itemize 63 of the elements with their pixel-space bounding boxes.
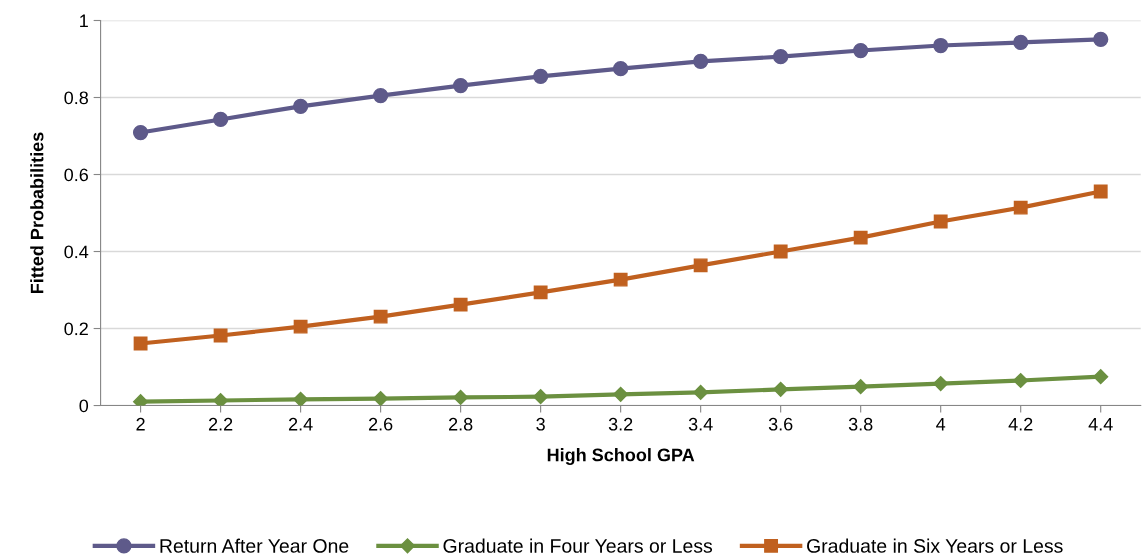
- point: [373, 309, 388, 324]
- point: [293, 391, 309, 406]
- point: [133, 336, 148, 351]
- legend-label: Return After Year One: [160, 538, 349, 553]
- point: [453, 389, 469, 406]
- point: [213, 392, 229, 406]
- x-tick-label: 4.4: [1088, 418, 1113, 431]
- y-tick-label: 0.2: [64, 322, 88, 336]
- point: [533, 389, 549, 405]
- point: [213, 328, 228, 343]
- x-tick-label: 3.2: [608, 417, 633, 431]
- point: [533, 285, 548, 300]
- point: [613, 272, 628, 287]
- point: [1013, 34, 1029, 51]
- x-tick-label: 4.2: [1008, 417, 1033, 431]
- y-axis-title: Fitted Probabilities: [30, 132, 44, 294]
- point: [853, 379, 869, 395]
- point: [933, 37, 949, 54]
- x-tick-label: 2: [136, 417, 145, 431]
- point: [613, 386, 629, 402]
- x-tick-label: 4: [936, 418, 946, 431]
- y-tick-label: 1: [80, 14, 88, 28]
- point: [1093, 184, 1108, 199]
- point: [1013, 200, 1028, 215]
- x-tick-label: 2.4: [288, 417, 313, 431]
- point: [613, 60, 629, 77]
- point: [693, 384, 709, 401]
- legend-label: Graduate in Six Years or Less: [807, 538, 1063, 553]
- point: [453, 297, 468, 312]
- point: [532, 68, 549, 84]
- x-tick-label: 3.4: [688, 417, 713, 431]
- point: [452, 77, 469, 94]
- point: [1093, 31, 1109, 48]
- point: [293, 319, 308, 334]
- x-tick-label: 3: [536, 417, 545, 431]
- point: [132, 124, 149, 141]
- x-axis-title: High School GPA: [547, 448, 695, 465]
- legend-label: Graduate in Four Years or Less: [443, 538, 713, 553]
- y-tick-label: 0: [79, 399, 89, 413]
- x-tick-label: 3.8: [848, 417, 873, 431]
- point: [773, 49, 789, 65]
- x-tick-label: 2.6: [368, 417, 393, 431]
- point: [212, 111, 229, 128]
- y-tick-label: 0.4: [64, 245, 89, 259]
- point: [773, 244, 788, 259]
- x-tick-label: 2.8: [448, 417, 473, 431]
- point: [933, 214, 948, 229]
- point: [1093, 369, 1109, 385]
- point: [853, 42, 869, 59]
- point: [133, 394, 149, 406]
- point: [1013, 372, 1029, 389]
- point: [773, 381, 789, 397]
- point: [933, 376, 949, 392]
- point: [372, 87, 389, 104]
- x-tick-label: 3.6: [768, 417, 793, 431]
- point: [693, 258, 708, 273]
- point: [693, 53, 709, 69]
- y-tick-label: 0.8: [64, 91, 88, 105]
- point: [292, 98, 309, 114]
- y-tick-label: 0.6: [64, 168, 88, 182]
- x-tick-label: 2.2: [208, 417, 233, 431]
- point: [853, 230, 868, 245]
- point: [373, 391, 389, 406]
